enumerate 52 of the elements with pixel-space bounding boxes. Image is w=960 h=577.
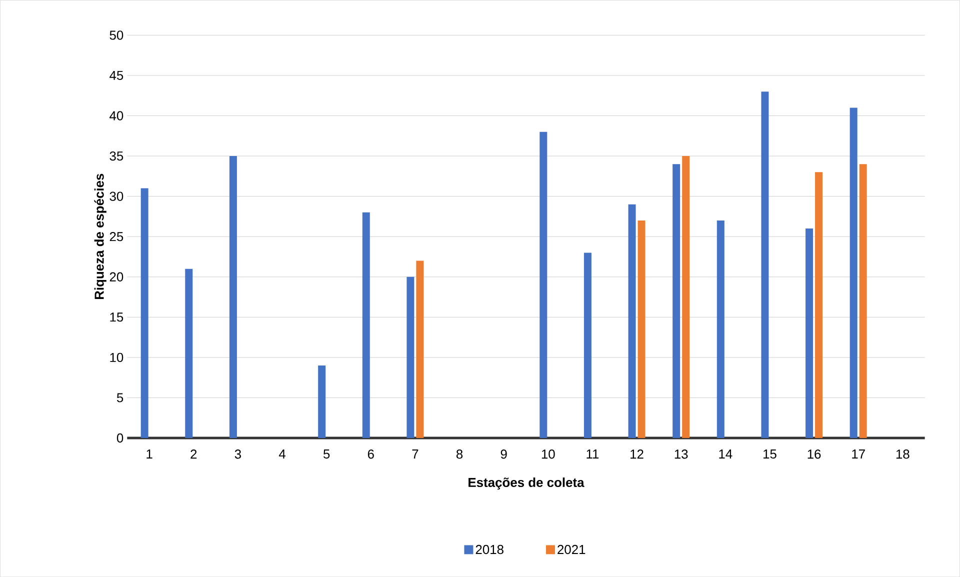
x-tick-label: 12 xyxy=(630,449,644,458)
x-tick-label: 6 xyxy=(368,449,374,459)
bar xyxy=(406,276,414,438)
x-tick-label: 16 xyxy=(808,449,821,459)
legend-label: 2021 xyxy=(558,544,586,554)
x-tick-label: 4 xyxy=(278,449,286,458)
y-axis-title: Riqueza de espécies xyxy=(94,174,106,299)
bar xyxy=(716,220,724,438)
x-axis-title: Estações de coleta xyxy=(468,477,584,490)
x-tick-label: 2 xyxy=(190,449,197,458)
bar xyxy=(318,365,326,438)
bar xyxy=(416,260,424,438)
legend-label: 2018 xyxy=(476,544,504,554)
bar xyxy=(815,172,823,438)
y-tick-label: 20 xyxy=(110,272,124,282)
bar xyxy=(229,156,237,438)
x-tick-label: 7 xyxy=(412,449,418,458)
bar xyxy=(540,132,548,438)
x-tick-label: 14 xyxy=(719,449,732,458)
bar xyxy=(761,92,769,438)
bar xyxy=(638,220,646,438)
y-tick-label: 15 xyxy=(110,312,124,322)
x-tick-label: 1 xyxy=(146,449,152,458)
y-tick-label: 40 xyxy=(110,111,124,120)
y-tick-label: 10 xyxy=(110,352,124,362)
bar xyxy=(362,212,370,438)
y-tick-label: 45 xyxy=(110,70,124,80)
bar xyxy=(850,108,858,438)
x-tick-label: 9 xyxy=(500,449,507,459)
x-tick-label: 18 xyxy=(896,449,910,459)
x-tick-label: 8 xyxy=(456,449,463,459)
bar xyxy=(584,252,592,438)
x-tick-label: 3 xyxy=(234,449,241,459)
x-tick-label: 15 xyxy=(764,449,776,458)
bar xyxy=(628,204,636,438)
bar xyxy=(185,268,193,438)
y-tick-label: 5 xyxy=(116,393,124,402)
x-tick-label: 10 xyxy=(542,449,555,459)
y-tick-label: 25 xyxy=(110,232,124,242)
bar xyxy=(806,228,814,438)
y-tick-label: 35 xyxy=(110,151,124,161)
y-tick-label: 50 xyxy=(110,30,124,40)
y-tick-label: 0 xyxy=(116,433,124,443)
x-tick-label: 17 xyxy=(852,449,865,458)
x-tick-label: 5 xyxy=(323,449,330,458)
bar xyxy=(140,188,148,438)
x-tick-label: 11 xyxy=(586,449,599,458)
x-tick-label: 13 xyxy=(674,449,688,459)
bar xyxy=(682,156,690,438)
bar xyxy=(672,164,680,438)
bar xyxy=(859,164,867,438)
y-tick-label: 30 xyxy=(110,192,124,201)
